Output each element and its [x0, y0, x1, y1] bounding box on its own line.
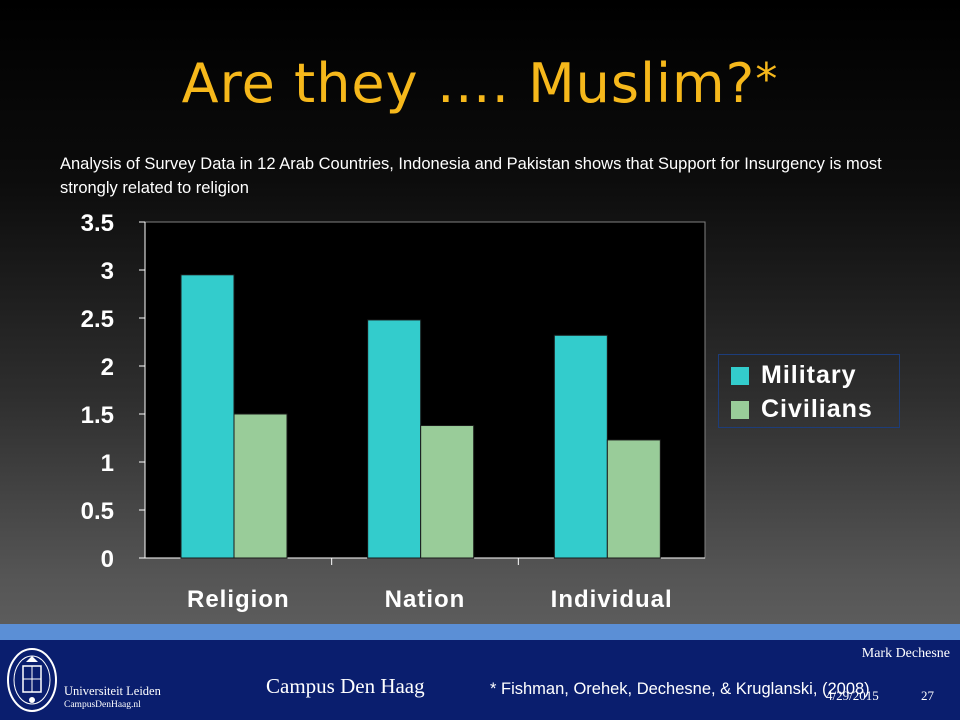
x-tick-label-individual: Individual	[551, 586, 673, 613]
footer-band	[0, 640, 960, 720]
author-name: Mark Dechesne	[861, 646, 950, 661]
x-tick-label-nation: Nation	[385, 586, 466, 613]
y-tick-label-6: 3	[101, 258, 114, 285]
slide-title-text: Are they …. Muslim?	[181, 52, 756, 115]
legend-item-civilians: Civilians	[731, 395, 873, 424]
university-url: CampusDenHaag.nl	[64, 700, 141, 710]
university-name: Universiteit Leiden	[64, 684, 161, 698]
y-tick-label-5: 2.5	[81, 306, 114, 333]
legend-label-military: Military	[761, 361, 857, 389]
legend-label-civilians: Civilians	[761, 395, 873, 423]
y-tick-label-0: 0	[101, 546, 114, 573]
campus-name: Campus Den Haag	[266, 674, 425, 698]
bar-military-nation	[367, 319, 422, 559]
university-seal-icon	[7, 648, 57, 712]
x-tick-label-religion: Religion	[187, 586, 290, 613]
page-number: 27	[921, 688, 934, 703]
y-tick-label-4: 2	[101, 354, 114, 381]
y-tick-label-2: 1	[101, 450, 114, 477]
legend-swatch-military	[731, 366, 749, 385]
bar-military-religion	[180, 274, 235, 559]
y-tick-label-3: 1.5	[81, 402, 114, 429]
bar-civilians-nation	[420, 425, 475, 559]
y-tick-label-1: 0.5	[81, 498, 114, 525]
chart-legend: Military Civilians	[718, 354, 900, 428]
slide-subtitle: Analysis of Survey Data in 12 Arab Count…	[60, 155, 882, 197]
footer-stripe	[0, 624, 960, 640]
y-tick-label-7: 3.5	[81, 210, 114, 237]
bar-chart: 0 0.5 1 1.5 2 2.5 3 3.5 Religion Nation Individual	[81, 210, 706, 613]
legend-swatch-civilians	[731, 400, 749, 419]
title-footnote-mark: *	[755, 54, 779, 105]
slide-date: 4/29/2015	[826, 688, 879, 703]
bar-civilians-individual	[606, 439, 661, 559]
slide-title: Are they …. Muslim?*	[0, 52, 960, 115]
bar-civilians-religion	[233, 413, 288, 559]
bar-military-individual	[553, 334, 608, 559]
legend-item-military: Military	[731, 361, 857, 390]
citation: * Fishman, Orehek, Dechesne, & Kruglansk…	[490, 680, 870, 698]
